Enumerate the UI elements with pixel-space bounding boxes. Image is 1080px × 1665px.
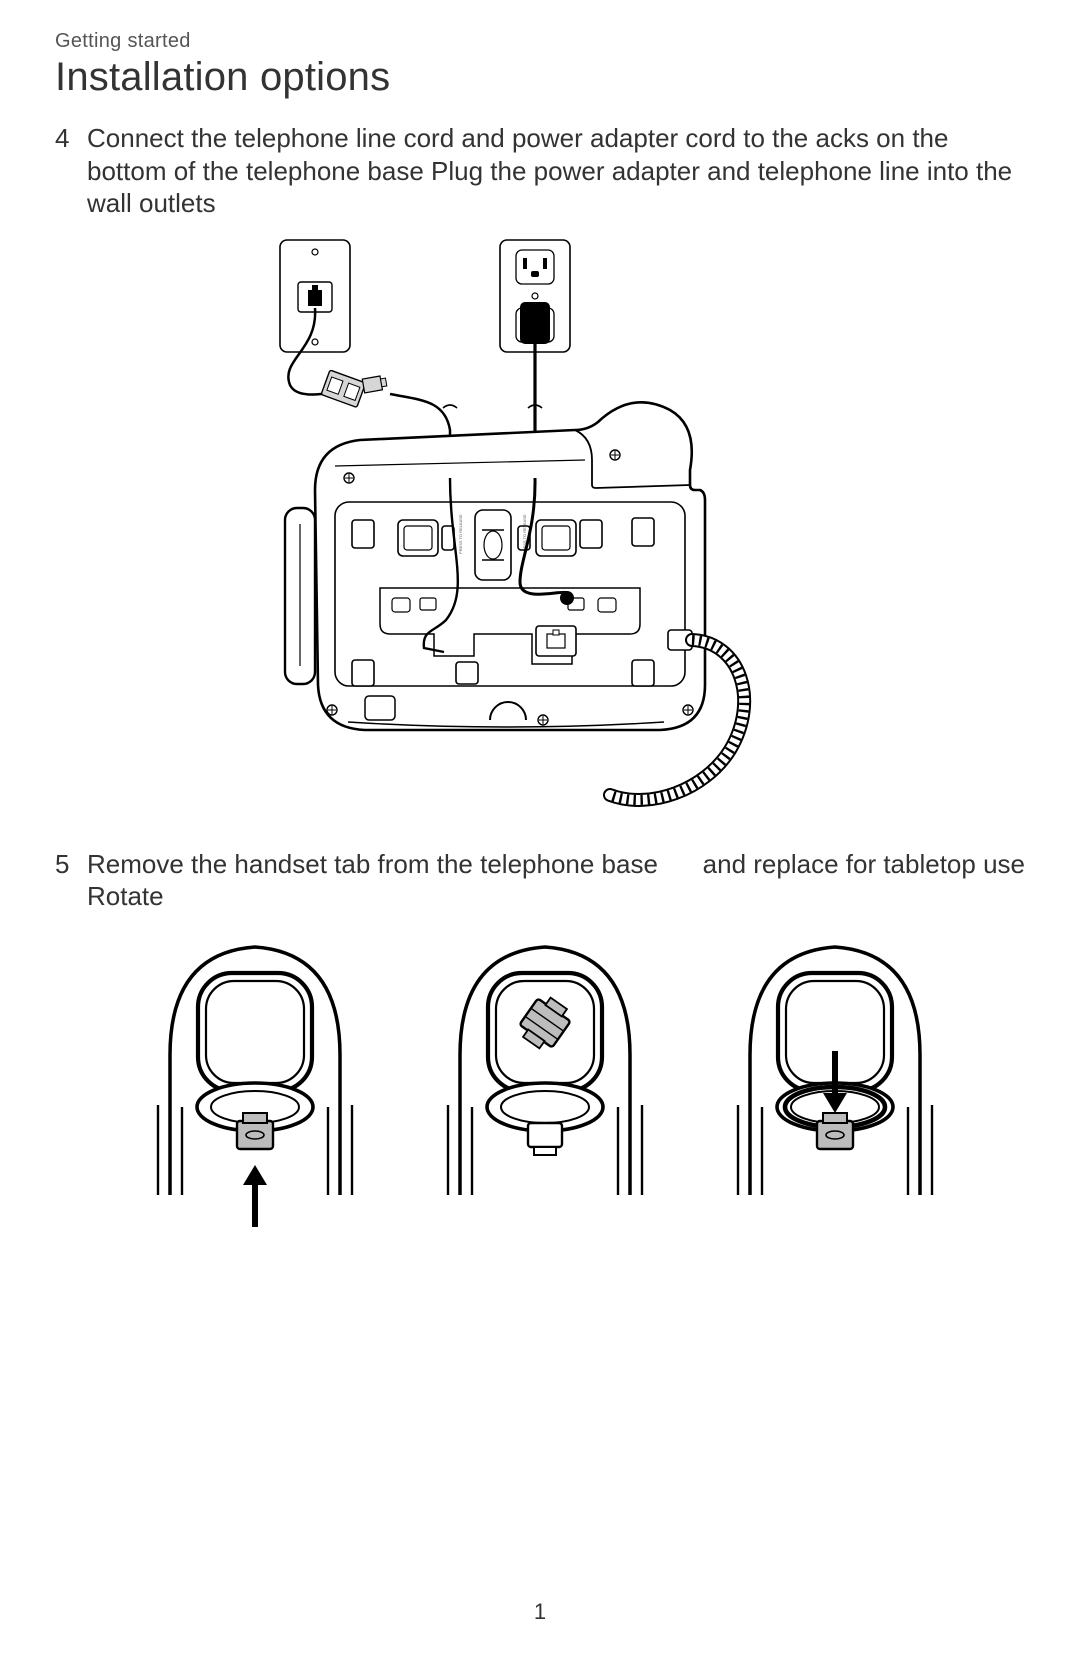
power-adapter-plug <box>520 302 550 344</box>
panel-remove-tab <box>158 947 352 1227</box>
panel-replace-tab <box>738 947 932 1195</box>
power-wall-plate <box>500 240 570 352</box>
figure-connection-diagram: PRESS TO RELEASE PRESS TO RELEASE <box>55 230 1025 830</box>
phone-plug-icon <box>362 375 387 393</box>
dsl-filter-icon <box>321 370 366 407</box>
figure-handset-tab <box>55 935 1025 1235</box>
step-4: 4 Connect the telephone line cord and po… <box>55 122 1025 220</box>
panel-rotate-tab <box>448 947 642 1195</box>
step-4-number: 4 <box>55 122 77 220</box>
svg-text:PRESS TO RELEASE: PRESS TO RELEASE <box>458 514 463 554</box>
step-5-number: 5 <box>55 848 77 913</box>
section-label: Getting started <box>55 30 1025 53</box>
base-phone-jack <box>536 626 576 656</box>
step-4-text: Connect the telephone line cord and powe… <box>87 122 1025 220</box>
telephone-base-bottom: PRESS TO RELEASE PRESS TO RELEASE <box>285 402 705 730</box>
page-number: 1 <box>0 1599 1080 1625</box>
center-release-clip <box>475 510 511 580</box>
step-5: 5 Remove the handset tab from the teleph… <box>55 848 1025 913</box>
connection-svg: PRESS TO RELEASE PRESS TO RELEASE <box>220 230 860 830</box>
step-5-text-b: and replace for tabletop use <box>703 848 1025 913</box>
handset-tab-svg <box>110 935 970 1235</box>
step-5-text-a: Remove the handset tab from the telephon… <box>87 848 693 913</box>
page-title: Installation options <box>55 55 1025 100</box>
phone-wall-plate <box>280 240 350 352</box>
